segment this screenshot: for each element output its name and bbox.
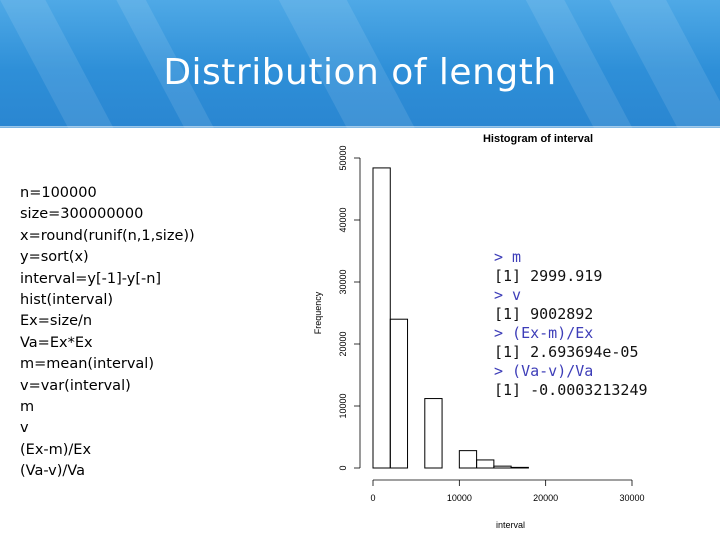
code-line: v=var(interval) [20,377,131,394]
y-tick-label: 0 [338,465,348,470]
console-output: [1] 2999.919 [494,267,603,285]
code-line: x=round(runif(n,1,size)) [20,227,195,244]
code-line: hist(interval) [20,292,114,309]
code-line: m [20,399,35,416]
chart-title: Histogram of interval [483,133,593,145]
y-tick-label: 10000 [338,393,348,418]
histogram-bar [476,459,495,469]
x-tick-label: 30000 [619,493,644,503]
x-tick-label: 0 [370,493,375,503]
code-line: (Va-v)/Va [20,463,85,480]
code-line: size=300000000 [20,206,144,223]
code-line: y=sort(x) [20,249,89,266]
console-prompt: > v [494,286,522,304]
y-axis-label: Frequency [313,291,323,334]
y-tick-label: 30000 [338,269,348,294]
code-line: Va=Ex*Ex [20,334,93,351]
console-output: [1] 2.693694e-05 [494,343,639,361]
histogram-bar [493,465,512,469]
histogram-bar [389,318,409,469]
console-prompt: > (Va-v)/Va [494,362,594,380]
code-line: v [20,420,29,437]
x-tick-label: 20000 [533,493,558,503]
code-line: m=mean(interval) [20,356,154,373]
console-prompt: > (Ex-m)/Ex [494,324,594,342]
console-prompt: > m [494,248,522,266]
r-console-output: > m [1] 2999.919 > v [1] 9002892 > (Ex-m)/Ex… [494,248,648,400]
code-line: interval=y[-1]-y[-n] [20,270,162,287]
histogram-bar [424,398,443,469]
histogram-bar [458,450,478,469]
console-output: [1] 9002892 [494,305,594,323]
r-code-block: n=100000 size=300000000 x=round(runif(n,1,… [20,183,195,483]
x-tick-label: 10000 [447,493,472,503]
y-tick-label: 50000 [338,145,348,170]
histogram-bar [510,466,529,469]
code-line: n=100000 [20,185,97,201]
histogram-bar [372,167,391,469]
code-line: Ex=size/n [20,313,93,330]
banner-divider [0,126,720,130]
slide-title: Distribution of length [163,52,557,93]
x-axis-label: interval [496,520,525,530]
y-tick-label: 40000 [338,207,348,232]
title-banner: Distribution of length [0,0,720,128]
histogram-chart: Histogram of interval 0 10000 20000 30000 400… [313,133,645,530]
y-tick-label: 20000 [338,331,348,356]
code-line: (Ex-m)/Ex [20,441,92,458]
console-output: [1] -0.0003213249 [494,381,648,399]
